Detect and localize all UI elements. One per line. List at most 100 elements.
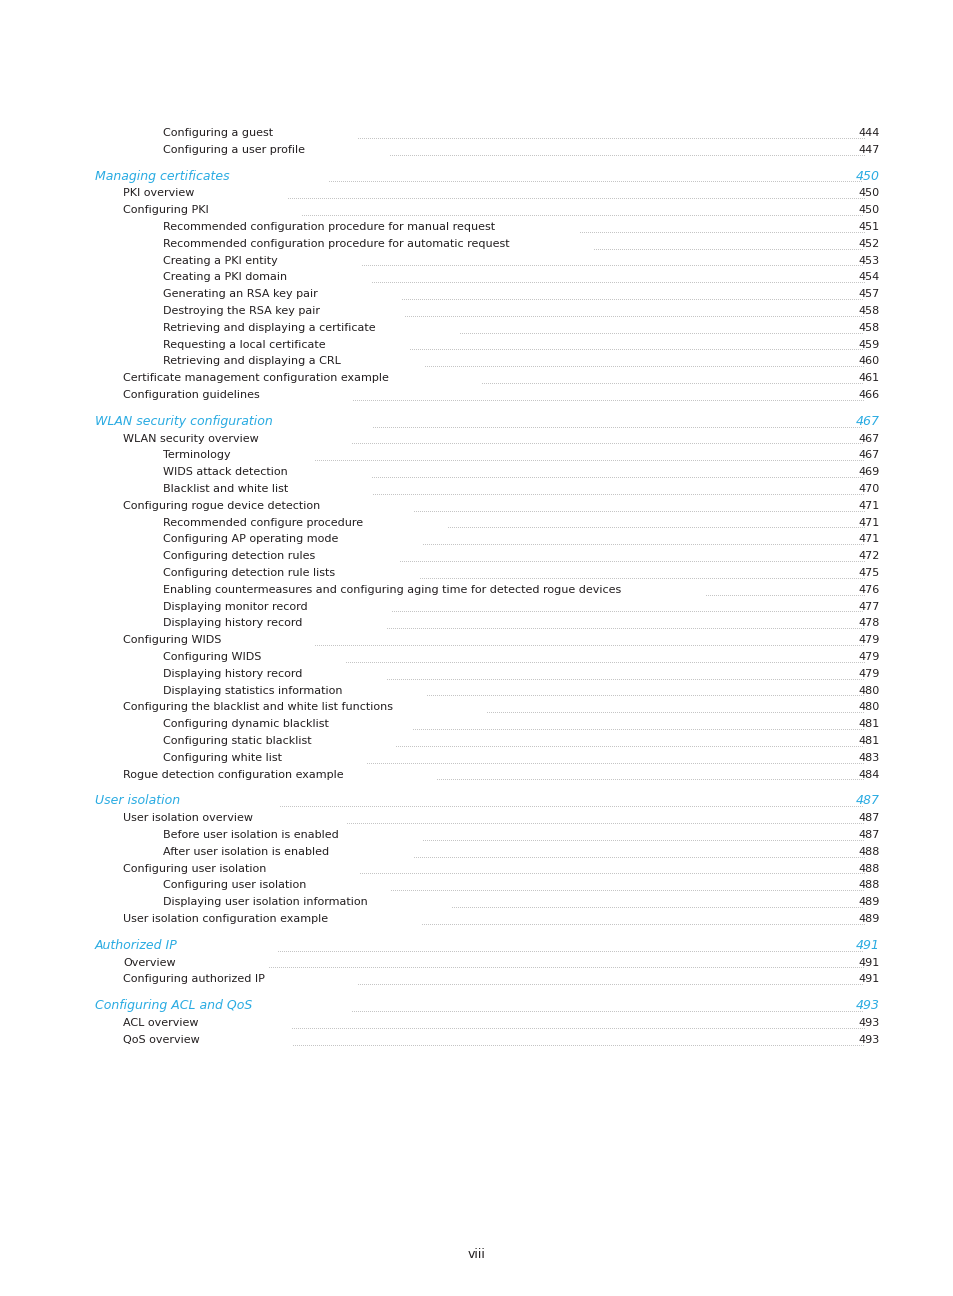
Text: 479: 479: [858, 652, 879, 662]
Text: 493: 493: [858, 1019, 879, 1028]
Text: 479: 479: [858, 635, 879, 645]
Text: Terminology: Terminology: [163, 451, 231, 460]
Text: Configuring WIDS: Configuring WIDS: [123, 635, 221, 645]
Text: 469: 469: [858, 468, 879, 477]
Text: User isolation: User isolation: [95, 794, 180, 807]
Text: 457: 457: [858, 289, 879, 299]
Text: Configuring authorized IP: Configuring authorized IP: [123, 975, 265, 985]
Text: Recommended configure procedure: Recommended configure procedure: [163, 517, 363, 527]
Text: 453: 453: [858, 255, 879, 266]
Text: Configuring static blacklist: Configuring static blacklist: [163, 736, 312, 746]
Text: 491: 491: [858, 958, 879, 968]
Text: Configuring user isolation: Configuring user isolation: [163, 880, 306, 890]
Text: 471: 471: [858, 517, 879, 527]
Text: User isolation configuration example: User isolation configuration example: [123, 914, 328, 924]
Text: 460: 460: [858, 356, 879, 367]
Text: 487: 487: [858, 829, 879, 840]
Text: Displaying statistics information: Displaying statistics information: [163, 686, 342, 696]
Text: 493: 493: [858, 1036, 879, 1045]
Text: 491: 491: [855, 938, 879, 951]
Text: viii: viii: [468, 1248, 485, 1261]
Text: 444: 444: [858, 128, 879, 139]
Text: 481: 481: [858, 736, 879, 746]
Text: 471: 471: [858, 500, 879, 511]
Text: Configuring rogue device detection: Configuring rogue device detection: [123, 500, 320, 511]
Text: Recommended configuration procedure for automatic request: Recommended configuration procedure for …: [163, 238, 509, 249]
Text: Generating an RSA key pair: Generating an RSA key pair: [163, 289, 317, 299]
Text: 470: 470: [858, 485, 879, 494]
Text: 487: 487: [858, 814, 879, 823]
Text: 488: 488: [858, 880, 879, 890]
Text: 471: 471: [858, 534, 879, 544]
Text: Configuring the blacklist and white list functions: Configuring the blacklist and white list…: [123, 702, 393, 713]
Text: Managing certificates: Managing certificates: [95, 170, 230, 183]
Text: Retrieving and displaying a CRL: Retrieving and displaying a CRL: [163, 356, 340, 367]
Text: PKI overview: PKI overview: [123, 188, 194, 198]
Text: Configuring user isolation: Configuring user isolation: [123, 863, 266, 874]
Text: 459: 459: [858, 340, 879, 350]
Text: 458: 458: [858, 323, 879, 333]
Text: 478: 478: [858, 618, 879, 629]
Text: 488: 488: [858, 863, 879, 874]
Text: User isolation overview: User isolation overview: [123, 814, 253, 823]
Text: Creating a PKI domain: Creating a PKI domain: [163, 272, 287, 283]
Text: Configuring detection rule lists: Configuring detection rule lists: [163, 568, 335, 578]
Text: 476: 476: [858, 584, 879, 595]
Text: Rogue detection configuration example: Rogue detection configuration example: [123, 770, 343, 780]
Text: 450: 450: [855, 170, 879, 183]
Text: 481: 481: [858, 719, 879, 730]
Text: 451: 451: [858, 222, 879, 232]
Text: Recommended configuration procedure for manual request: Recommended configuration procedure for …: [163, 222, 495, 232]
Text: 450: 450: [858, 205, 879, 215]
Text: 458: 458: [858, 306, 879, 316]
Text: After user isolation is enabled: After user isolation is enabled: [163, 846, 329, 857]
Text: 484: 484: [858, 770, 879, 780]
Text: 479: 479: [858, 669, 879, 679]
Text: Authorized IP: Authorized IP: [95, 938, 177, 951]
Text: WLAN security configuration: WLAN security configuration: [95, 415, 273, 428]
Text: 489: 489: [858, 897, 879, 907]
Text: Creating a PKI entity: Creating a PKI entity: [163, 255, 277, 266]
Text: Displaying monitor record: Displaying monitor record: [163, 601, 307, 612]
Text: Configuration guidelines: Configuration guidelines: [123, 390, 259, 400]
Text: 467: 467: [858, 434, 879, 443]
Text: Overview: Overview: [123, 958, 175, 968]
Text: 488: 488: [858, 846, 879, 857]
Text: Requesting a local certificate: Requesting a local certificate: [163, 340, 325, 350]
Text: Configuring detection rules: Configuring detection rules: [163, 551, 314, 561]
Text: 472: 472: [858, 551, 879, 561]
Text: Configuring PKI: Configuring PKI: [123, 205, 209, 215]
Text: Configuring a user profile: Configuring a user profile: [163, 145, 305, 156]
Text: Destroying the RSA key pair: Destroying the RSA key pair: [163, 306, 319, 316]
Text: 477: 477: [858, 601, 879, 612]
Text: Before user isolation is enabled: Before user isolation is enabled: [163, 829, 338, 840]
Text: Configuring WIDS: Configuring WIDS: [163, 652, 261, 662]
Text: Configuring AP operating mode: Configuring AP operating mode: [163, 534, 338, 544]
Text: 491: 491: [858, 975, 879, 985]
Text: Displaying history record: Displaying history record: [163, 669, 302, 679]
Text: ACL overview: ACL overview: [123, 1019, 198, 1028]
Text: Certificate management configuration example: Certificate management configuration exa…: [123, 373, 389, 384]
Text: Configuring ACL and QoS: Configuring ACL and QoS: [95, 999, 252, 1012]
Text: Blacklist and white list: Blacklist and white list: [163, 485, 288, 494]
Text: 480: 480: [858, 702, 879, 713]
Text: Displaying history record: Displaying history record: [163, 618, 302, 629]
Text: 467: 467: [855, 415, 879, 428]
Text: 475: 475: [858, 568, 879, 578]
Text: Retrieving and displaying a certificate: Retrieving and displaying a certificate: [163, 323, 375, 333]
Text: 454: 454: [858, 272, 879, 283]
Text: 467: 467: [858, 451, 879, 460]
Text: 461: 461: [858, 373, 879, 384]
Text: 466: 466: [858, 390, 879, 400]
Text: Configuring a guest: Configuring a guest: [163, 128, 273, 139]
Text: 487: 487: [855, 794, 879, 807]
Text: WLAN security overview: WLAN security overview: [123, 434, 258, 443]
Text: 493: 493: [855, 999, 879, 1012]
Text: WIDS attack detection: WIDS attack detection: [163, 468, 288, 477]
Text: Displaying user isolation information: Displaying user isolation information: [163, 897, 367, 907]
Text: 480: 480: [858, 686, 879, 696]
Text: 489: 489: [858, 914, 879, 924]
Text: QoS overview: QoS overview: [123, 1036, 199, 1045]
Text: 483: 483: [858, 753, 879, 763]
Text: 452: 452: [858, 238, 879, 249]
